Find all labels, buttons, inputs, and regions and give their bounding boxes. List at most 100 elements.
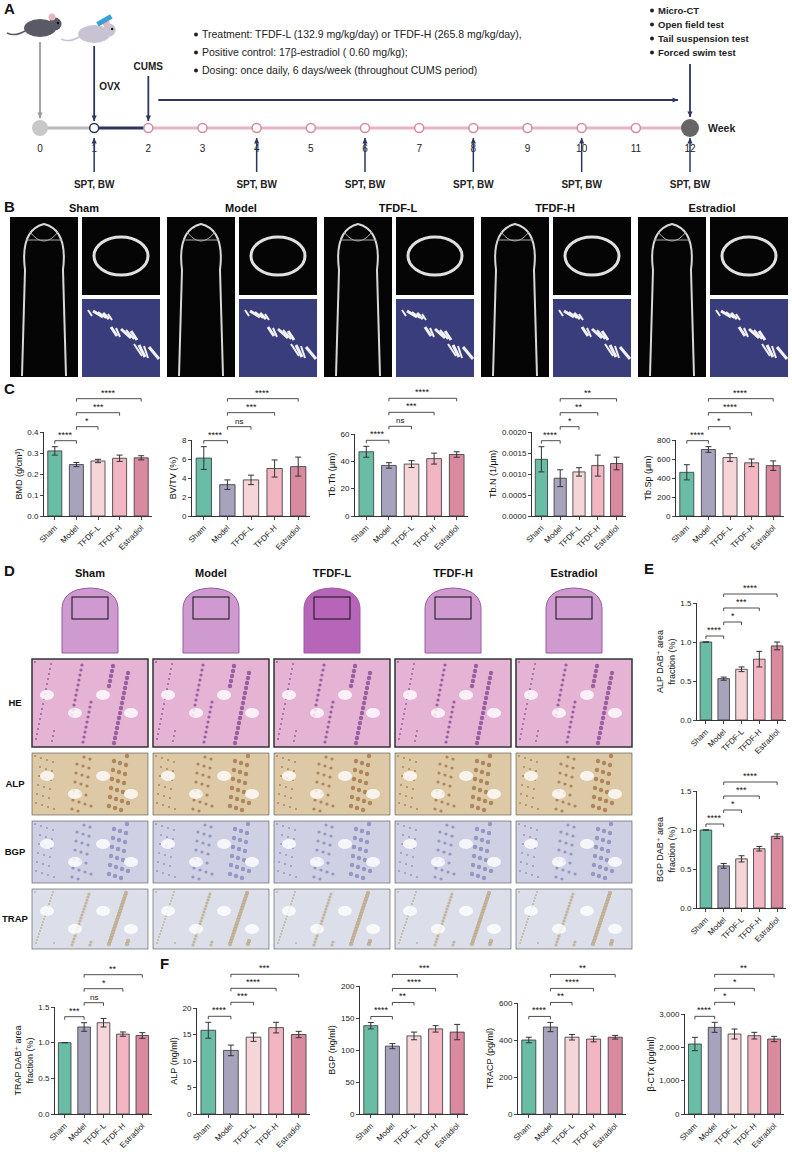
svg-text:0.0010: 0.0010 xyxy=(502,470,527,479)
svg-text:TFDF-H: TFDF-H xyxy=(254,1121,281,1148)
svg-text:5: 5 xyxy=(187,1083,192,1092)
svg-text:****: **** xyxy=(208,430,223,440)
svg-text:Tail suspension test: Tail suspension test xyxy=(658,33,749,44)
svg-text:SPT, BW: SPT, BW xyxy=(236,179,277,190)
svg-text:1,000: 1,000 xyxy=(659,1076,680,1085)
svg-text:4: 4 xyxy=(182,474,187,483)
svg-text:***: *** xyxy=(419,963,430,973)
svg-text:TFDF-H: TFDF-H xyxy=(433,567,473,579)
svg-text:Model: Model xyxy=(371,523,393,545)
svg-text:SPT, BW: SPT, BW xyxy=(561,179,602,190)
svg-text:1.0: 1.0 xyxy=(680,638,692,647)
svg-text:**: ** xyxy=(557,991,565,1001)
svg-text:*: * xyxy=(731,611,735,621)
svg-text:Model: Model xyxy=(210,523,232,545)
svg-text:Model: Model xyxy=(706,727,728,749)
svg-text:*: * xyxy=(85,416,89,426)
svg-text:TRAP DAB⁺ areafraction (%): TRAP DAB⁺ areafraction (%) xyxy=(13,1025,35,1095)
svg-text:1.0: 1.0 xyxy=(680,826,692,835)
svg-text:TFDF-L: TFDF-L xyxy=(379,202,418,214)
svg-text:OVX: OVX xyxy=(99,81,120,92)
svg-text:****: **** xyxy=(697,1005,712,1015)
svg-text:****: **** xyxy=(733,388,748,398)
svg-text:Estradiol: Estradiol xyxy=(550,567,597,579)
svg-text:***: *** xyxy=(259,963,270,973)
svg-text:Sham: Sham xyxy=(678,1121,699,1142)
svg-text:Micro-CT: Micro-CT xyxy=(658,5,699,16)
svg-text:TFDF-L: TFDF-L xyxy=(550,1121,576,1147)
svg-text:****: **** xyxy=(707,625,722,635)
svg-text:Tb.Th (μm): Tb.Th (μm) xyxy=(327,453,337,498)
svg-text:SPT, BW: SPT, BW xyxy=(74,179,115,190)
svg-text:**: ** xyxy=(579,963,587,973)
svg-text:800: 800 xyxy=(657,436,671,445)
svg-text:0.4: 0.4 xyxy=(27,428,39,437)
svg-text:****: **** xyxy=(370,429,385,439)
svg-text:Sham: Sham xyxy=(670,523,691,544)
svg-text:****: **** xyxy=(58,430,73,440)
svg-text:****: **** xyxy=(407,977,422,987)
svg-text:TFDF-H: TFDF-H xyxy=(413,1121,440,1148)
svg-text:*: * xyxy=(723,991,727,1001)
svg-text:TFDF-L: TFDF-L xyxy=(713,1121,739,1147)
svg-text:3,000: 3,000 xyxy=(659,1010,680,1019)
svg-text:Sham: Sham xyxy=(354,1121,375,1142)
svg-text:Sham: Sham xyxy=(689,727,710,748)
svg-text:Estradiol: Estradiol xyxy=(274,523,303,552)
svg-text:Estradiol: Estradiol xyxy=(688,202,735,214)
svg-text:*: * xyxy=(733,977,737,987)
svg-text:Dosing: once daily, 6 days/wee: Dosing: once daily, 6 days/week (through… xyxy=(202,64,477,76)
svg-text:BGP DAB⁺ areafraction (%): BGP DAB⁺ areafraction (%) xyxy=(655,817,677,882)
svg-text:TFDF-L: TFDF-L xyxy=(708,523,734,549)
svg-text:Model: Model xyxy=(691,523,713,545)
svg-text:0.5: 0.5 xyxy=(680,677,692,686)
svg-text:*: * xyxy=(731,799,735,809)
svg-text:****: **** xyxy=(212,1005,227,1015)
svg-text:0.0: 0.0 xyxy=(27,512,39,521)
svg-text:0.0: 0.0 xyxy=(680,904,692,913)
svg-text:0: 0 xyxy=(675,1110,680,1119)
svg-text:0.0015: 0.0015 xyxy=(502,449,527,458)
svg-text:Estradiol: Estradiol xyxy=(275,1121,304,1150)
svg-text:2,000: 2,000 xyxy=(659,1043,680,1052)
svg-text:Sham: Sham xyxy=(524,523,545,544)
svg-text:Estradiol: Estradiol xyxy=(749,523,778,552)
svg-text:60: 60 xyxy=(340,430,349,439)
svg-text:2: 2 xyxy=(182,493,187,502)
svg-text:*: * xyxy=(102,978,106,988)
svg-text:Sham: Sham xyxy=(38,523,59,544)
svg-text:Sham: Sham xyxy=(689,915,710,936)
svg-text:0: 0 xyxy=(345,512,350,521)
svg-text:0.0005: 0.0005 xyxy=(502,491,527,500)
svg-text:0.3: 0.3 xyxy=(27,449,39,458)
svg-text:100: 100 xyxy=(341,1046,355,1055)
svg-text:Model: Model xyxy=(697,1121,719,1143)
svg-text:Estradiol: Estradiol xyxy=(753,915,782,944)
svg-text:7: 7 xyxy=(416,143,422,154)
svg-text:400: 400 xyxy=(657,474,671,483)
svg-text:***: *** xyxy=(736,597,747,607)
svg-text:**: ** xyxy=(740,963,748,973)
svg-text:****: **** xyxy=(101,388,116,398)
svg-text:TFDF-L: TFDF-L xyxy=(390,523,416,549)
svg-text:200: 200 xyxy=(341,982,355,991)
svg-text:TFDF-H: TFDF-H xyxy=(729,523,756,550)
svg-text:TFDF-L: TFDF-L xyxy=(76,523,102,549)
svg-text:200: 200 xyxy=(657,493,671,502)
svg-text:1.5: 1.5 xyxy=(680,787,692,796)
svg-text:TFDF-H: TFDF-H xyxy=(571,1121,598,1148)
svg-text:HE: HE xyxy=(8,697,21,708)
svg-text:TFDF-L: TFDF-L xyxy=(229,523,255,549)
svg-text:Model: Model xyxy=(213,1121,235,1143)
svg-text:SPT, BW: SPT, BW xyxy=(670,179,711,190)
svg-text:***: *** xyxy=(69,1006,80,1016)
svg-text:15: 15 xyxy=(182,1030,191,1039)
svg-text:Sham: Sham xyxy=(75,567,105,579)
svg-text:0.1: 0.1 xyxy=(27,491,39,500)
svg-text:TRAP: TRAP xyxy=(2,913,29,924)
svg-text:0.5: 0.5 xyxy=(38,1074,50,1083)
svg-text:TFDF-H: TFDF-H xyxy=(412,523,439,550)
svg-text:Model: Model xyxy=(375,1121,397,1143)
svg-text:TRACP (pg/ml): TRACP (pg/ml) xyxy=(485,1028,495,1089)
svg-text:9: 9 xyxy=(525,143,531,154)
